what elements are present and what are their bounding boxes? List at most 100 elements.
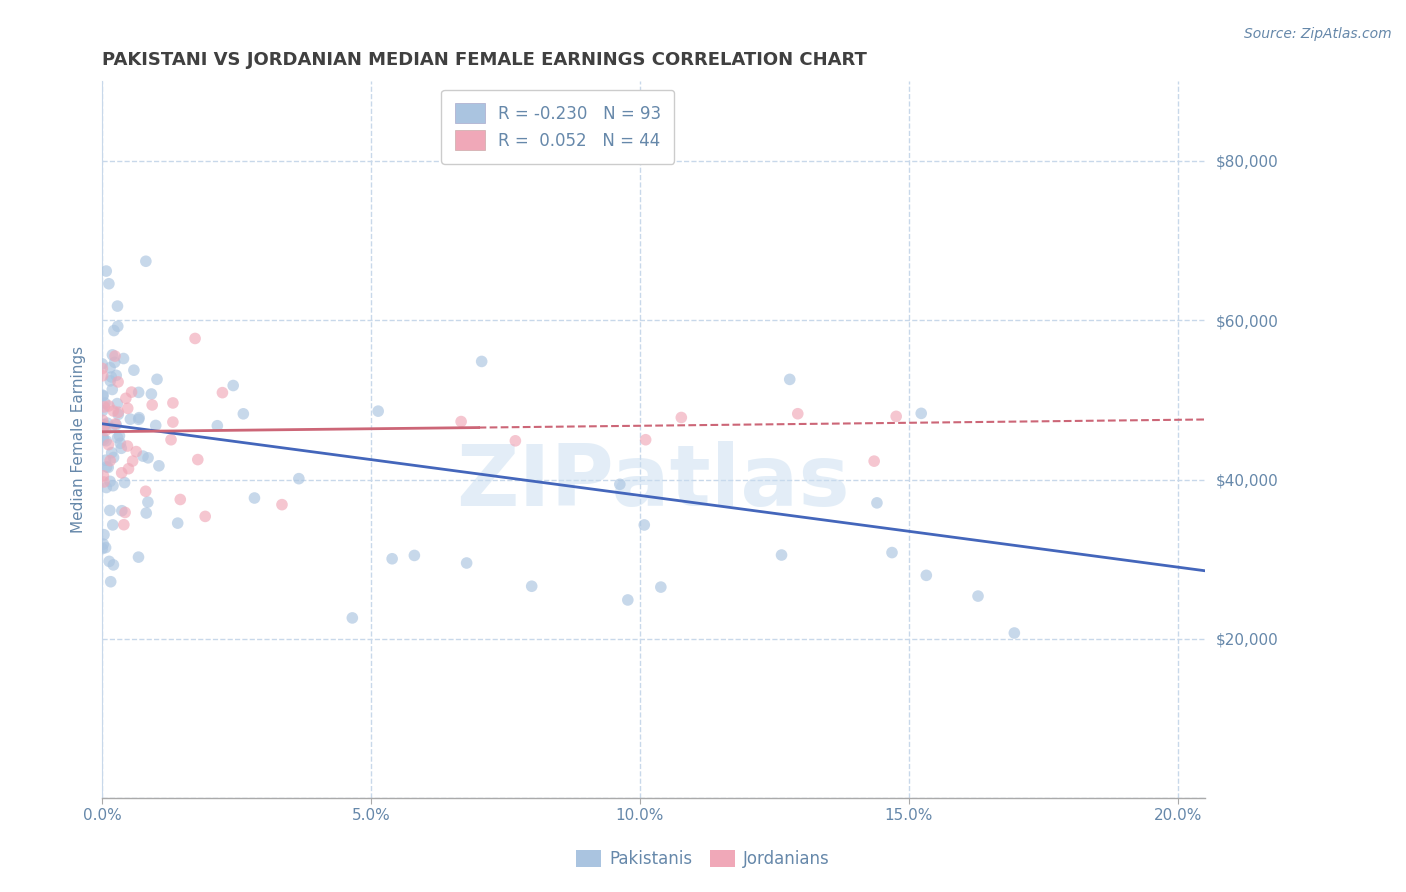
- Point: [91, 413, 114, 427]
- Point: [98, 475, 121, 489]
- Point: [135, 506, 157, 520]
- Point: [94, 424, 117, 438]
- Point: [135, 484, 157, 499]
- Point: [91, 421, 114, 435]
- Point: [117, 401, 139, 416]
- Point: [671, 410, 693, 425]
- Point: [111, 504, 134, 518]
- Point: [115, 392, 138, 406]
- Point: [91, 421, 114, 435]
- Point: [117, 439, 139, 453]
- Point: [103, 450, 125, 465]
- Point: [117, 461, 139, 475]
- Point: [141, 387, 163, 401]
- Point: [98, 360, 121, 375]
- Point: [103, 558, 125, 572]
- Point: [97, 277, 120, 291]
- Point: [104, 417, 127, 431]
- Point: [779, 372, 801, 386]
- Point: [136, 450, 159, 465]
- Point: [169, 492, 191, 507]
- Point: [634, 433, 657, 447]
- Point: [94, 396, 117, 410]
- Point: [97, 399, 120, 413]
- Point: [187, 452, 209, 467]
- Text: Source: ZipAtlas.com: Source: ZipAtlas.com: [1244, 27, 1392, 41]
- Point: [243, 491, 266, 505]
- Point: [786, 407, 808, 421]
- Point: [121, 385, 143, 400]
- Point: [100, 370, 122, 384]
- Point: [520, 579, 543, 593]
- Point: [271, 498, 294, 512]
- Point: [128, 550, 150, 565]
- Point: [94, 417, 117, 432]
- Text: ZIPatlas: ZIPatlas: [457, 442, 851, 524]
- Point: [101, 383, 124, 397]
- Point: [96, 264, 118, 278]
- Point: [93, 417, 115, 432]
- Point: [342, 611, 364, 625]
- Point: [136, 495, 159, 509]
- Point: [104, 349, 127, 363]
- Point: [91, 430, 114, 444]
- Point: [107, 375, 129, 389]
- Point: [96, 481, 118, 495]
- Point: [132, 449, 155, 463]
- Point: [107, 405, 129, 419]
- Point: [98, 453, 121, 467]
- Point: [160, 433, 183, 447]
- Point: [91, 368, 114, 383]
- Point: [381, 551, 404, 566]
- Point: [211, 385, 233, 400]
- Point: [120, 412, 142, 426]
- Point: [104, 355, 127, 369]
- Point: [91, 357, 114, 371]
- Point: [101, 348, 124, 362]
- Point: [103, 324, 125, 338]
- Point: [456, 556, 478, 570]
- Point: [105, 368, 128, 383]
- Point: [107, 299, 129, 313]
- Point: [107, 319, 129, 334]
- Point: [609, 477, 631, 491]
- Point: [107, 408, 129, 422]
- Point: [93, 418, 115, 433]
- Point: [450, 415, 472, 429]
- Point: [98, 554, 121, 568]
- Point: [96, 434, 118, 448]
- Point: [207, 418, 229, 433]
- Point: [650, 580, 672, 594]
- Point: [107, 431, 129, 445]
- Point: [91, 361, 114, 376]
- Point: [471, 354, 494, 368]
- Point: [166, 516, 188, 530]
- Point: [617, 593, 640, 607]
- Point: [884, 409, 907, 424]
- Point: [114, 506, 136, 520]
- Point: [770, 548, 793, 562]
- Point: [121, 454, 143, 468]
- Legend: R = -0.230   N = 93, R =  0.052   N = 44: R = -0.230 N = 93, R = 0.052 N = 44: [441, 90, 675, 163]
- Point: [910, 406, 932, 420]
- Point: [866, 496, 889, 510]
- Point: [915, 568, 938, 582]
- Point: [93, 527, 115, 541]
- Point: [112, 517, 135, 532]
- Point: [135, 254, 157, 268]
- Point: [103, 404, 125, 418]
- Point: [98, 374, 121, 388]
- Point: [404, 549, 426, 563]
- Point: [110, 442, 132, 456]
- Point: [97, 437, 120, 451]
- Point: [100, 421, 122, 435]
- Point: [93, 400, 115, 414]
- Point: [232, 407, 254, 421]
- Point: [112, 351, 135, 366]
- Point: [146, 372, 169, 386]
- Point: [122, 363, 145, 377]
- Point: [863, 454, 886, 468]
- Point: [96, 416, 118, 430]
- Point: [97, 460, 120, 475]
- Point: [633, 518, 655, 533]
